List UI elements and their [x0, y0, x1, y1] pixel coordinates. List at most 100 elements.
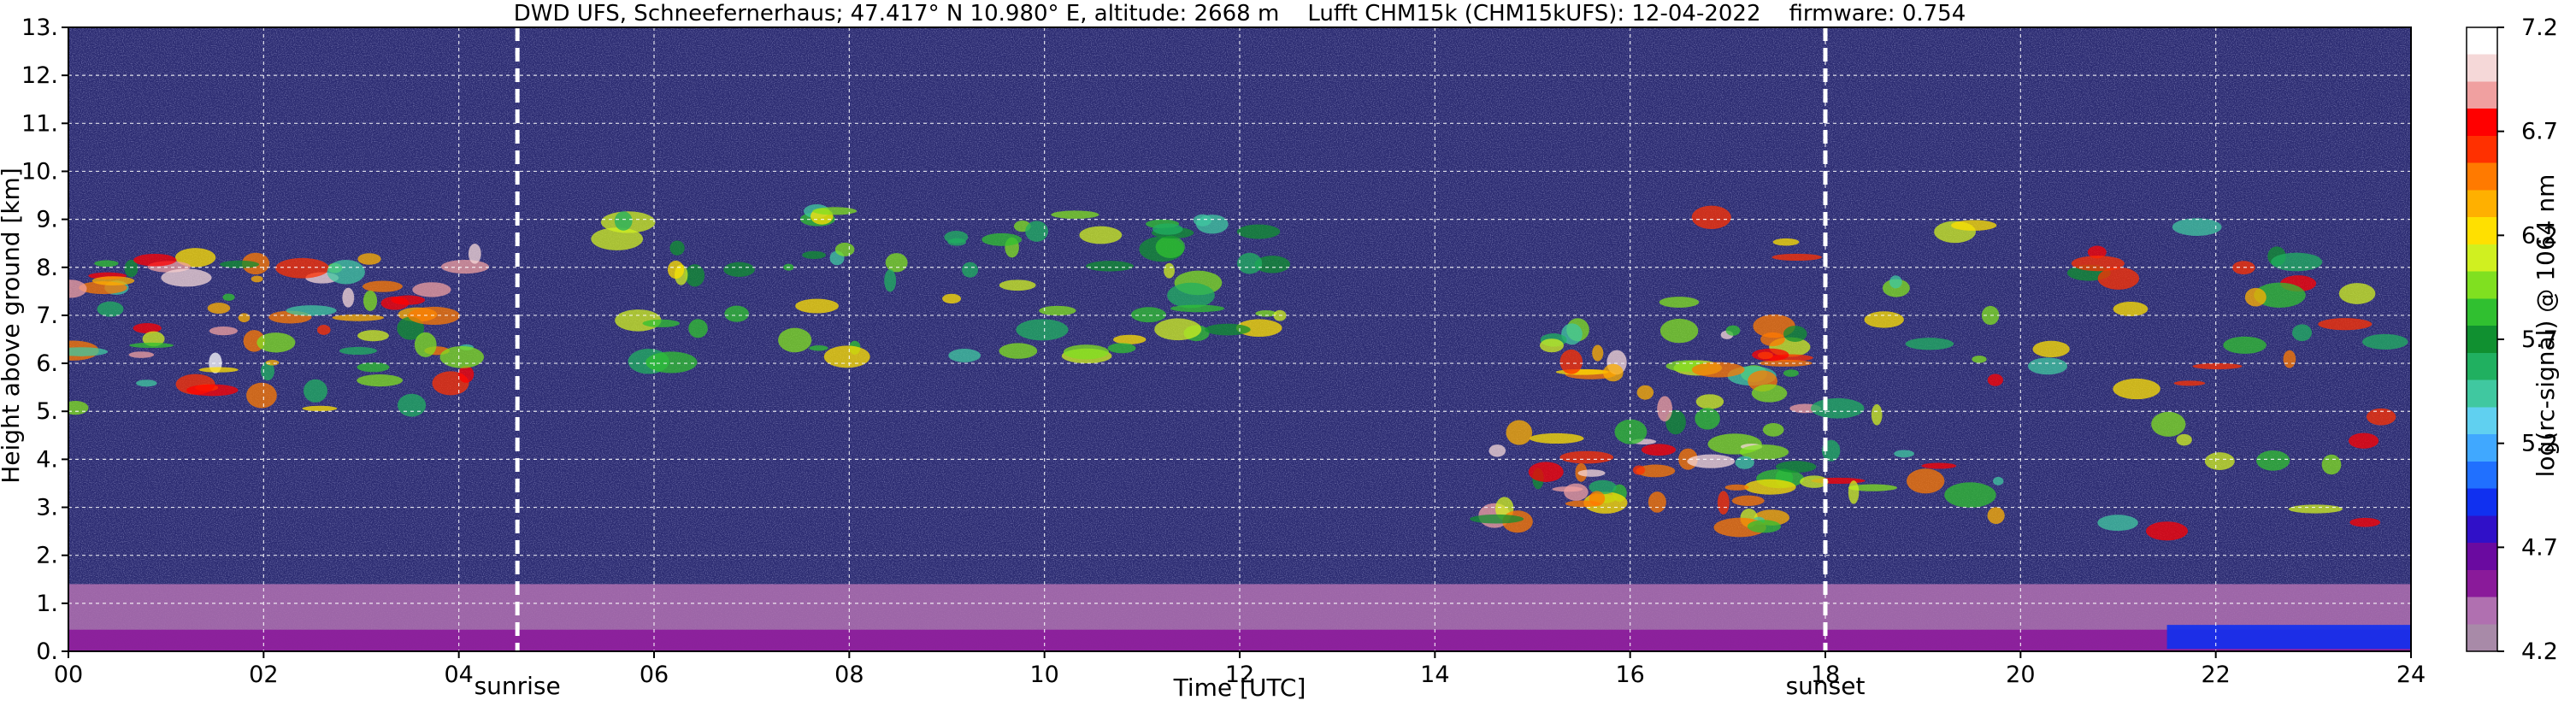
signal-patch	[1559, 349, 1583, 374]
colorbar-tick-label: 5.7	[2521, 327, 2558, 353]
signal-patch	[1603, 363, 1624, 382]
signal-patch	[136, 379, 157, 387]
signal-patch	[2244, 287, 2267, 307]
signal-patch	[357, 362, 390, 373]
signal-patch	[2173, 380, 2206, 386]
signal-patch	[1731, 495, 1765, 506]
signal-patch	[198, 367, 239, 373]
feature-1	[591, 203, 1291, 374]
x-axis: 00 02 04 06 08 10 12 14 16 18 20 22 24	[54, 651, 2426, 688]
signal-patch	[1039, 305, 1076, 316]
signal-patch	[1564, 483, 1589, 501]
colorbar-tick-label: 4.7	[2521, 534, 2558, 561]
signal-patch	[1800, 475, 1829, 488]
signal-patch	[591, 227, 644, 250]
y-tick-label: 3.	[36, 495, 58, 521]
signal-patch	[2254, 282, 2306, 308]
signal-patch	[812, 207, 858, 215]
signal-patch	[1113, 334, 1147, 344]
signal-patch	[688, 319, 708, 338]
signal-patch	[440, 260, 489, 274]
signal-patch	[1086, 261, 1134, 272]
signal-patch	[2283, 350, 2296, 368]
y-tick-label: 10.	[21, 158, 58, 185]
colorbar-gradient	[2466, 26, 2498, 652]
signal-patch	[142, 331, 165, 347]
signal-patch	[209, 327, 239, 336]
signal-patch	[2097, 267, 2140, 290]
signal-patch	[834, 242, 855, 256]
signal-patch	[1906, 468, 1945, 494]
signal-patch	[133, 323, 162, 333]
signal-patch	[186, 384, 239, 397]
signal-patch	[327, 259, 365, 285]
signal-patch	[885, 253, 908, 273]
x-tick-label: 06	[640, 662, 669, 688]
signal-patch	[2172, 218, 2222, 236]
signal-patch	[614, 211, 633, 231]
marker-label-sunset: sunset	[1786, 672, 1866, 700]
colorbar: 4.2 4.7 5.2 5.7 6.2 6.7 7.2	[2466, 15, 2558, 665]
signal-patch	[458, 365, 475, 383]
signal-patch	[1589, 479, 1617, 495]
marker-label-sunrise: sunrise	[475, 672, 561, 700]
signal-patch	[2292, 324, 2313, 342]
signal-patch	[1944, 482, 1996, 509]
signal-patch	[357, 330, 389, 342]
x-tick-label: 00	[54, 662, 83, 688]
signal-patch	[261, 361, 274, 381]
signal-patch	[2071, 256, 2125, 272]
signal-patch	[1747, 520, 1782, 533]
signal-patch	[1167, 282, 1215, 309]
signal-patch	[94, 260, 119, 268]
signal-patch	[724, 305, 749, 322]
signal-patch	[1641, 444, 1677, 456]
signal-patch	[645, 351, 698, 374]
signal-patch	[468, 244, 481, 264]
x-tick-label: 08	[834, 662, 864, 688]
y-tick-label: 11.	[21, 110, 58, 137]
signal-patch	[1921, 462, 1957, 469]
signal-patch	[161, 268, 212, 287]
signal-patch	[265, 360, 280, 366]
x-tick-label: 22	[2201, 662, 2230, 688]
signal-patch	[398, 393, 427, 417]
signal-patch	[1577, 469, 1606, 477]
x-tick-label: 12	[1225, 662, 1254, 688]
signal-patch	[962, 262, 979, 278]
signal-patch	[981, 232, 1023, 246]
signal-patch	[1695, 394, 1724, 409]
signal-patch	[642, 319, 681, 327]
signal-patch	[1657, 396, 1673, 422]
y-axis: 0. 1. 2. 3. 4. 5. 6. 7. 8. 9. 10. 11. 12. 13.	[21, 15, 68, 665]
signal-patch	[1155, 236, 1185, 258]
signal-patch	[1762, 422, 1784, 437]
signal-patch	[944, 231, 969, 244]
y-axis-label: Height above ground [km]	[0, 168, 25, 484]
signal-patch	[1025, 221, 1048, 242]
signal-patch	[2288, 504, 2343, 514]
signal-patch	[2204, 452, 2235, 470]
signal-patch	[1993, 476, 2004, 485]
signal-patch	[124, 259, 139, 278]
signal-patch	[1236, 224, 1281, 239]
signal-patch	[238, 313, 251, 323]
y-tick-label: 2.	[36, 543, 58, 569]
signal-patch	[778, 327, 812, 353]
signal-patch	[363, 280, 403, 292]
surface-blue-patch	[2166, 625, 2411, 650]
colorbar-tick-label: 6.7	[2521, 119, 2558, 145]
signal-patch	[1771, 253, 1822, 262]
signal-patch	[2192, 362, 2243, 370]
signal-patch	[1725, 325, 1741, 336]
signal-patch	[2348, 432, 2379, 449]
y-tick-label: 5.	[36, 398, 58, 425]
plot-area	[68, 26, 2412, 652]
signal-patch	[667, 260, 685, 279]
signal-patch	[1236, 252, 1263, 274]
signal-patch	[1972, 355, 1987, 363]
feature-2	[1470, 314, 1822, 533]
signal-patch	[2145, 521, 2189, 541]
signal-patch	[1614, 419, 1648, 444]
